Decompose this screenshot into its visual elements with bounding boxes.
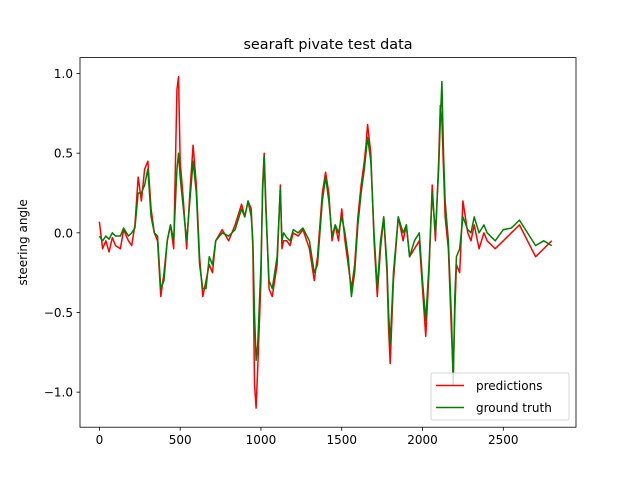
x-tick-label: 1500 <box>326 433 357 447</box>
x-tick-label: 0 <box>96 433 104 447</box>
x-tick-label: 2500 <box>488 433 519 447</box>
x-tick-label: 500 <box>169 433 192 447</box>
legend: predictions ground truth <box>430 372 570 421</box>
y-tick-label: −1.0 <box>44 386 73 400</box>
y-tick-label: 0.0 <box>54 226 73 240</box>
y-tick-label: 0.5 <box>54 147 73 161</box>
legend-label-predictions: predictions <box>476 379 542 393</box>
y-axis: −1.0 −0.5 0.0 0.5 1.0 <box>44 67 80 400</box>
chart-title: searaft pivate test data <box>243 37 412 53</box>
x-axis: 0 500 1000 1500 2000 2500 <box>96 427 519 447</box>
plot-area: 0 500 1000 1500 2000 2500 −1.0 −0.5 0.0 0.5 1.0 <box>44 57 577 447</box>
legend-box <box>430 372 570 421</box>
y-tick-label: −0.5 <box>44 306 73 320</box>
y-tick-label: 1.0 <box>54 67 73 81</box>
y-axis-label: steering angle <box>16 199 30 285</box>
x-tick-label: 2000 <box>407 433 438 447</box>
x-tick-label: 1000 <box>246 433 277 447</box>
series-line-ground-truth <box>98 80 553 385</box>
legend-label-ground-truth: ground truth <box>476 401 552 415</box>
plot-frame <box>79 57 577 428</box>
plot-background <box>80 57 576 428</box>
series-layer <box>98 75 553 409</box>
